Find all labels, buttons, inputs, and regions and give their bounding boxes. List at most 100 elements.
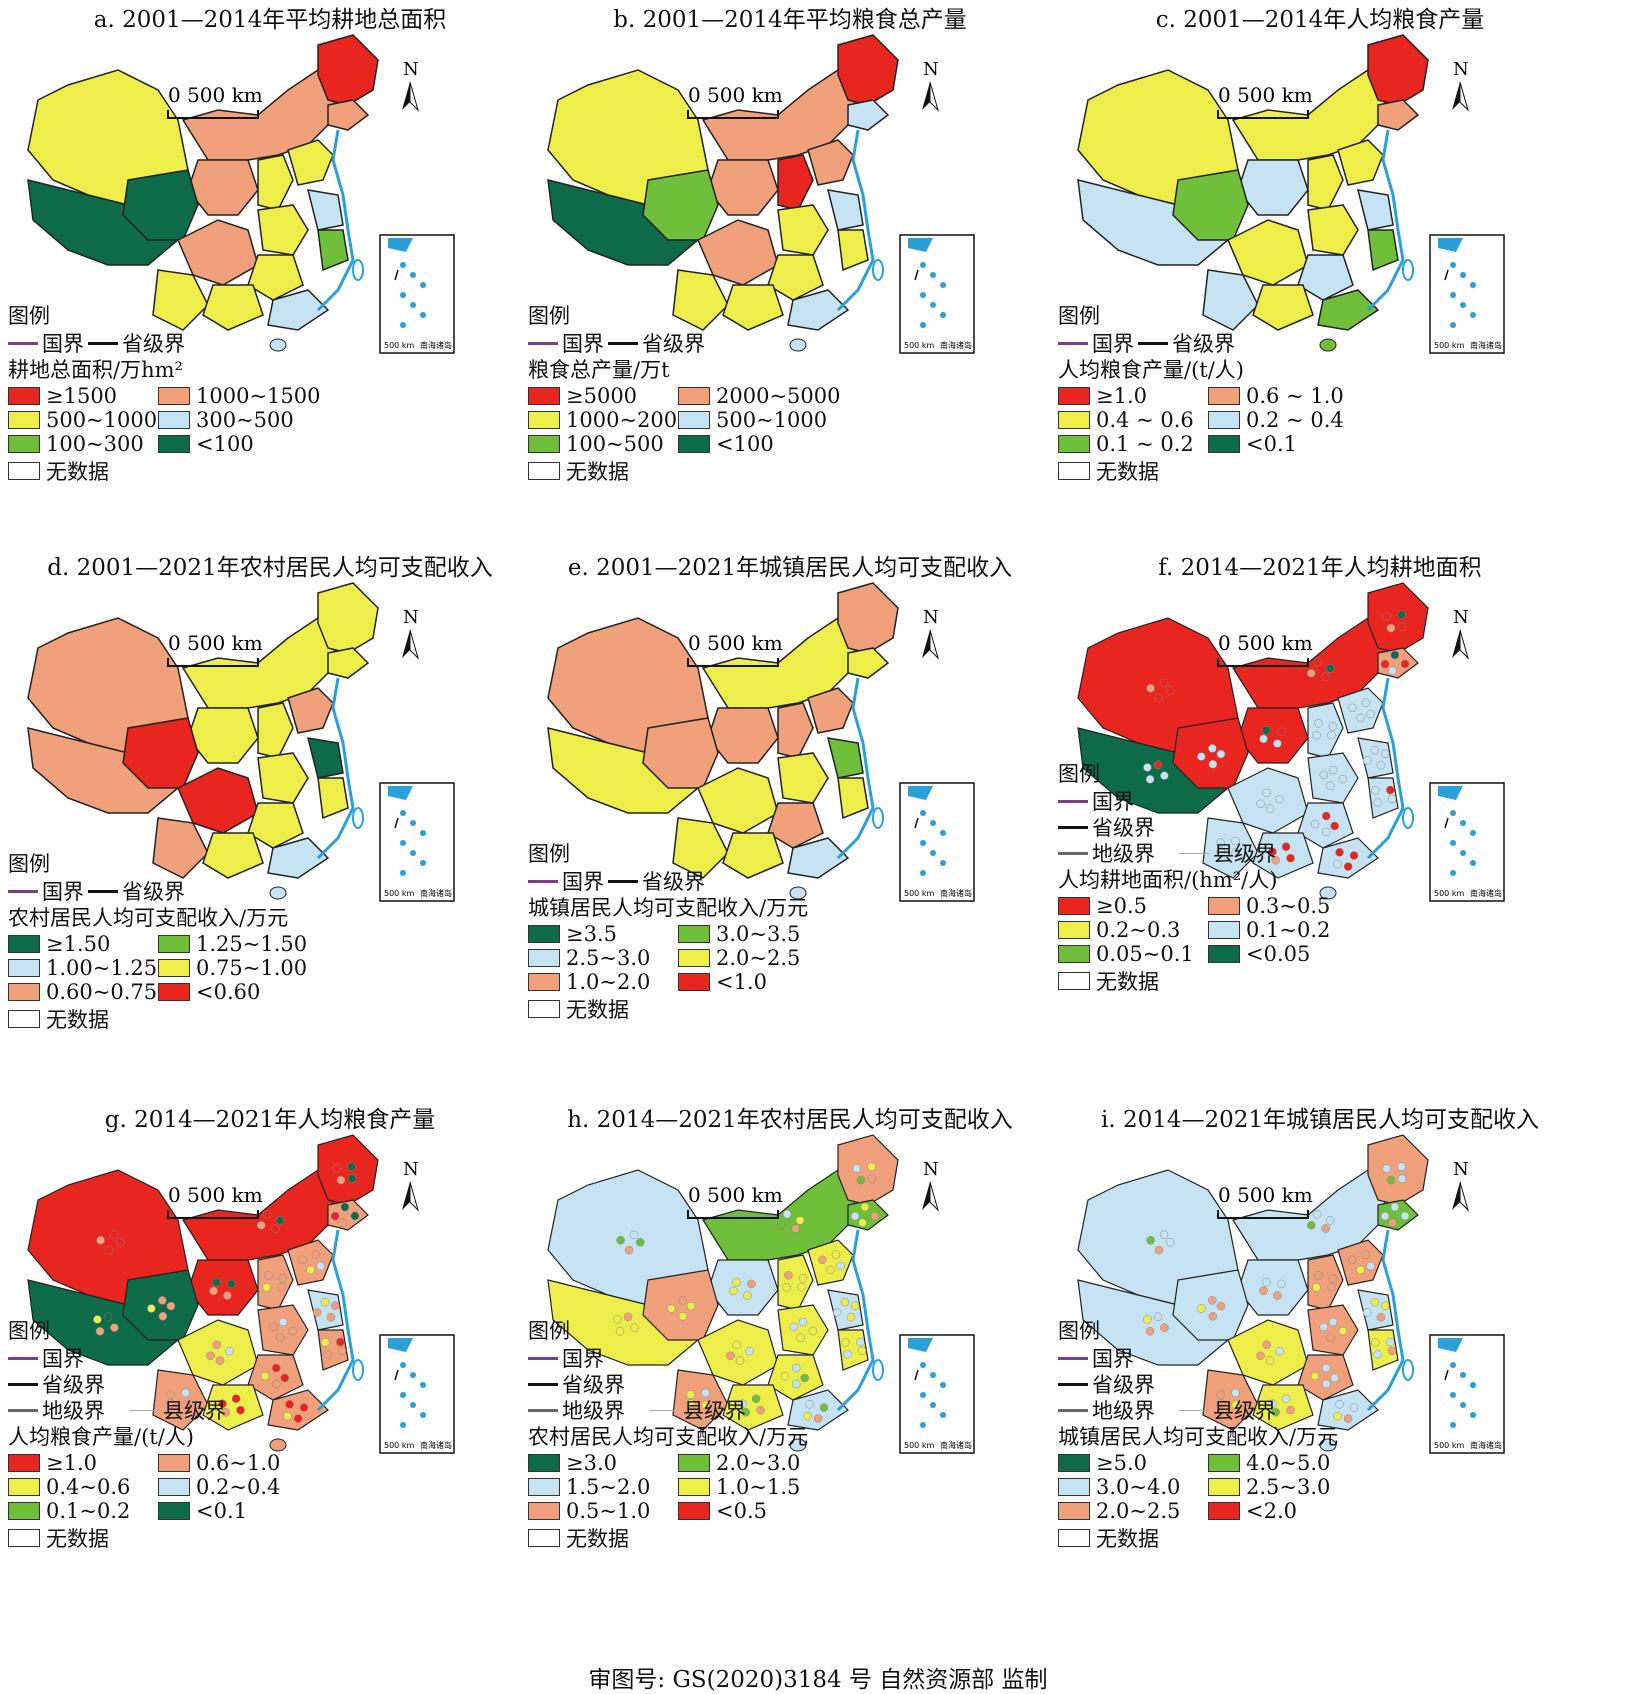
national-boundary-symbol <box>8 341 38 345</box>
county-unit <box>624 1245 634 1255</box>
scale-bar: 0 500 km <box>167 83 263 119</box>
county-unit <box>326 1312 336 1322</box>
legend-class-label: 500~1000 <box>716 408 828 432</box>
prefecture-boundary-symbol <box>1058 851 1088 855</box>
county-unit <box>321 1338 330 1347</box>
map-region <box>707 707 779 764</box>
map-region <box>767 1354 824 1401</box>
legend-variable-label: 城镇居民人均可支配收入/万元 <box>528 896 809 920</box>
map-region <box>267 1389 329 1431</box>
map-region <box>1307 204 1359 256</box>
svg-text:N: N <box>923 607 939 628</box>
county-unit <box>1208 759 1218 769</box>
county-boundary-label: 县级界 <box>163 1399 226 1423</box>
scale-bar: 0 500 km <box>687 1183 783 1219</box>
legend-class-label: 100~300 <box>46 432 144 456</box>
map-region <box>672 817 729 879</box>
county-unit <box>1310 819 1320 829</box>
legend-title: 图例 <box>528 842 570 866</box>
map-region <box>826 189 864 231</box>
north-arrow-icon: N <box>922 607 940 660</box>
map-region <box>547 727 699 814</box>
svg-text:500 km: 500 km <box>384 341 414 350</box>
county-unit <box>1216 1399 1226 1408</box>
legend-title: 图例 <box>8 1319 50 1343</box>
svg-text:0 500 km: 0 500 km <box>1218 83 1313 107</box>
panel-title: i. 2014—2021年城镇居民人均可支配收入 <box>1100 1107 1540 1133</box>
legend-class-label: ≥1.0 <box>1096 384 1147 408</box>
legend-class-label: 无数据 <box>46 460 109 484</box>
map-panel-i: i. 2014—2021年城镇居民人均可支配收入 0 500 km N 500 km 南… <box>1050 1100 1590 1648</box>
county-unit <box>1153 1312 1163 1322</box>
legend-swatch <box>1208 435 1240 453</box>
legend-class: 2.5~3.0 <box>528 946 650 970</box>
svg-text:N: N <box>1453 607 1469 628</box>
legend-class: <0.05 <box>1208 942 1310 966</box>
national-boundary-label: 国界 <box>562 870 604 894</box>
map-region <box>1297 254 1354 301</box>
south-china-sea-inset: 500 km 南海诸岛 <box>379 234 455 354</box>
legend-class-label: 0.4 ~ 0.6 <box>1096 408 1194 432</box>
county-unit <box>1154 1245 1164 1255</box>
county-unit <box>272 1379 281 1389</box>
prefecture-boundary-symbol <box>8 1408 38 1412</box>
legend-swatch <box>1058 921 1090 939</box>
legend-swatch <box>8 1010 40 1028</box>
legend-class: <100 <box>678 432 774 456</box>
legend-swatch <box>8 935 40 953</box>
county-unit <box>1306 1220 1316 1230</box>
county-boundary-symbol <box>1179 852 1209 854</box>
legend-class: 2000~5000 <box>678 384 840 408</box>
legend-class-label: 2.5~3.0 <box>566 946 651 970</box>
county-unit <box>218 1399 227 1408</box>
provincial-boundary-symbol <box>8 1382 38 1386</box>
county-unit <box>1338 1326 1348 1336</box>
hainan-island <box>269 1438 287 1452</box>
map-region <box>1337 1239 1384 1286</box>
county-unit <box>850 1301 860 1310</box>
county-unit <box>1400 1211 1410 1221</box>
legend-class-label: 0.5~1.0 <box>566 1499 651 1523</box>
county-unit <box>1166 1238 1175 1247</box>
county-unit <box>1370 745 1380 755</box>
county-boundary-label: 县级界 <box>683 1399 746 1423</box>
provincial-boundary-symbol <box>608 879 638 883</box>
county-unit <box>1333 1411 1342 1421</box>
provincial-boundary-symbol <box>88 889 118 893</box>
legend-swatch <box>8 1529 40 1547</box>
county-unit <box>741 1407 750 1417</box>
legend-class-label: ≥0.5 <box>1096 894 1147 918</box>
legend-swatch <box>1208 411 1240 429</box>
county-unit <box>236 1405 245 1415</box>
county-unit <box>1216 847 1226 856</box>
svg-text:南海诸岛: 南海诸岛 <box>1470 340 1502 350</box>
map-region <box>847 99 890 131</box>
county-unit <box>1273 739 1282 748</box>
county-unit <box>330 1211 340 1221</box>
prefecture-boundary-symbol <box>528 1408 558 1412</box>
county-unit <box>1231 848 1240 858</box>
legend-class-label: <0.5 <box>716 1499 767 1523</box>
provincial-boundary-label: 省级界 <box>1092 816 1155 840</box>
legend-class: 300~500 <box>158 408 294 432</box>
map-region <box>1377 1199 1419 1231</box>
china-map: 0 500 km N 500 km 南海诸岛 <box>1077 1134 1505 1454</box>
county-unit <box>841 1338 850 1347</box>
legend-swatch <box>678 411 710 429</box>
legend-class-label: 无数据 <box>1096 460 1159 484</box>
taiwan-island <box>1402 807 1414 829</box>
county-unit <box>1160 771 1169 780</box>
county-unit <box>1321 811 1331 821</box>
county-unit <box>269 1322 279 1332</box>
county-unit <box>1208 1311 1218 1321</box>
legend-class: <0.1 <box>1208 432 1297 456</box>
legend-class-label: 1.5~2.0 <box>566 1475 651 1499</box>
legend-swatch <box>528 435 560 453</box>
legend-class-label: <0.1 <box>196 1499 247 1523</box>
approval-footer: 审图号: GS(2020)3184 号 自然资源部 监制 <box>588 1667 1048 1693</box>
legend-class-label: 2.0~2.5 <box>716 946 801 970</box>
legend-class: 1.5~2.0 <box>528 1475 650 1499</box>
map-region <box>257 1304 309 1356</box>
panel-title: g. 2014—2021年人均粮食产量 <box>104 1107 436 1133</box>
county-unit <box>1314 1271 1323 1280</box>
